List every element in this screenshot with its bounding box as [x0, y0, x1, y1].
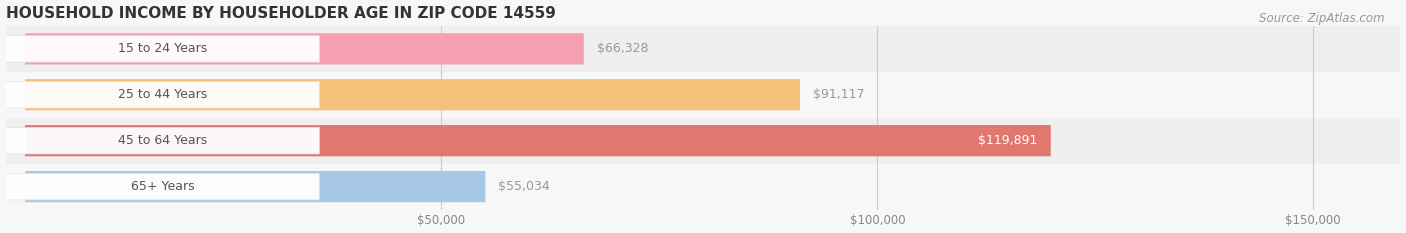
- FancyBboxPatch shape: [25, 33, 583, 65]
- FancyBboxPatch shape: [6, 36, 319, 62]
- Text: 25 to 44 Years: 25 to 44 Years: [118, 88, 207, 101]
- FancyBboxPatch shape: [6, 173, 319, 200]
- FancyBboxPatch shape: [25, 125, 1050, 156]
- FancyBboxPatch shape: [6, 82, 319, 108]
- Text: 45 to 64 Years: 45 to 64 Years: [118, 134, 207, 147]
- Text: Source: ZipAtlas.com: Source: ZipAtlas.com: [1260, 12, 1385, 25]
- Bar: [6, 26, 1400, 72]
- Text: $55,034: $55,034: [498, 180, 550, 193]
- Bar: [6, 164, 1400, 209]
- Text: HOUSEHOLD INCOME BY HOUSEHOLDER AGE IN ZIP CODE 14559: HOUSEHOLD INCOME BY HOUSEHOLDER AGE IN Z…: [6, 6, 555, 21]
- Text: 15 to 24 Years: 15 to 24 Years: [118, 42, 207, 55]
- Text: 65+ Years: 65+ Years: [131, 180, 194, 193]
- FancyBboxPatch shape: [25, 79, 800, 110]
- Text: $91,117: $91,117: [813, 88, 865, 101]
- Bar: [6, 72, 1400, 118]
- FancyBboxPatch shape: [25, 171, 485, 202]
- FancyBboxPatch shape: [6, 127, 319, 154]
- Bar: [6, 118, 1400, 164]
- Text: $66,328: $66,328: [598, 42, 648, 55]
- Text: $119,891: $119,891: [979, 134, 1038, 147]
